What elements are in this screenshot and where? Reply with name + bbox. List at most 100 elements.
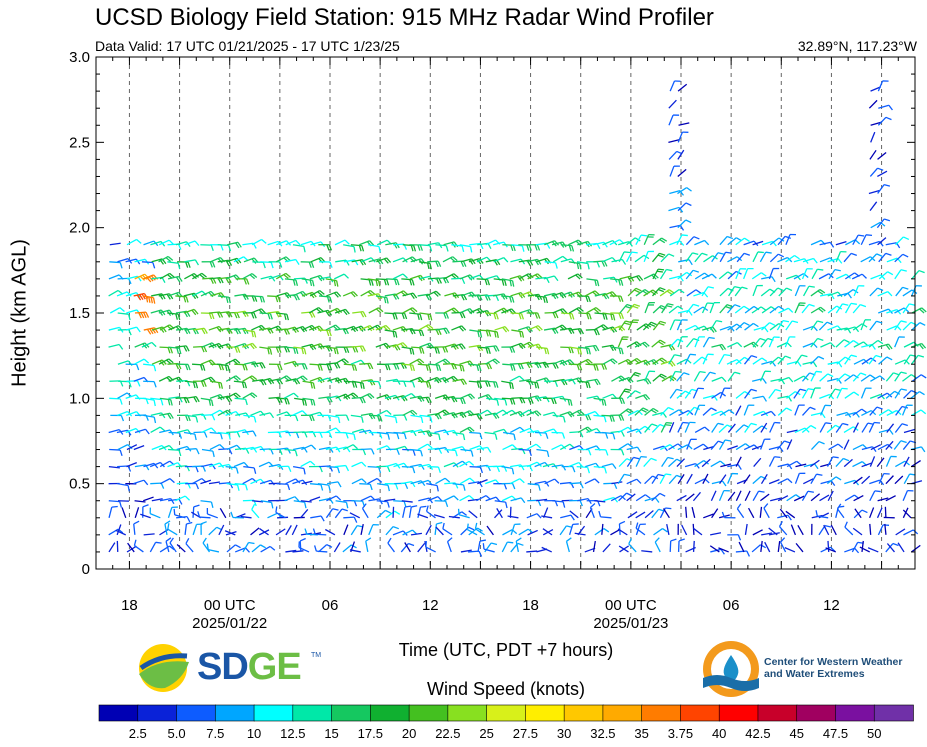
barb-feather bbox=[259, 296, 263, 303]
wind-barb bbox=[217, 295, 231, 304]
barb-feather bbox=[812, 258, 818, 264]
wind-barb bbox=[409, 358, 425, 365]
barb-feather bbox=[620, 430, 625, 437]
barb-feather bbox=[685, 219, 692, 224]
barb-staff bbox=[167, 462, 179, 468]
wind-barb bbox=[853, 285, 865, 297]
wind-barb bbox=[669, 288, 685, 297]
wind-barb bbox=[387, 537, 395, 553]
wind-barb bbox=[225, 465, 239, 474]
barb-feather bbox=[136, 326, 141, 333]
barb-staff bbox=[843, 426, 854, 434]
wind-barb bbox=[285, 549, 297, 553]
barb-feather bbox=[526, 292, 533, 298]
barb-feather bbox=[459, 412, 465, 419]
barb-feather bbox=[674, 354, 681, 357]
wind-barb bbox=[526, 410, 542, 417]
barb-feather bbox=[763, 326, 769, 333]
barb-staff bbox=[817, 515, 829, 519]
wind-barb bbox=[576, 465, 591, 474]
barb-feather bbox=[254, 361, 259, 368]
barb-staff bbox=[743, 404, 749, 416]
wind-barb bbox=[335, 393, 351, 400]
barb-staff bbox=[820, 405, 826, 416]
barb-feather bbox=[708, 336, 715, 340]
barb-staff bbox=[434, 446, 446, 451]
wind-barb bbox=[828, 443, 844, 451]
barb-staff bbox=[242, 242, 254, 246]
wind-barb bbox=[360, 448, 375, 455]
wind-barb bbox=[159, 497, 175, 505]
barb-feather bbox=[458, 326, 464, 332]
barb-staff bbox=[727, 237, 737, 246]
barb-staff bbox=[686, 303, 694, 314]
barb-feather bbox=[625, 320, 632, 324]
wind-barb bbox=[292, 465, 306, 475]
barb-feather bbox=[569, 359, 575, 365]
barb-staff bbox=[702, 394, 714, 399]
wind-barb bbox=[267, 295, 281, 303]
barb-staff bbox=[652, 411, 664, 417]
barb-staff bbox=[469, 274, 480, 280]
wind-barb bbox=[300, 460, 316, 468]
barb-staff bbox=[719, 251, 727, 263]
barb-staff bbox=[878, 308, 889, 314]
barb-feather bbox=[183, 345, 188, 352]
barb-feather bbox=[335, 427, 341, 433]
barb-feather bbox=[702, 443, 709, 449]
barb-feather bbox=[640, 409, 647, 413]
barb-staff bbox=[368, 244, 380, 248]
wind-barb bbox=[474, 522, 485, 536]
barb-feather bbox=[354, 346, 359, 353]
wind-barb bbox=[393, 312, 408, 320]
wind-barb bbox=[435, 327, 450, 335]
barb-staff bbox=[810, 338, 819, 348]
wind-barb bbox=[200, 500, 214, 508]
wind-barb bbox=[334, 239, 350, 246]
barb-feather bbox=[194, 259, 200, 266]
barb-staff bbox=[184, 523, 188, 535]
wind-barb bbox=[810, 355, 825, 365]
barb-feather bbox=[771, 276, 776, 283]
barb-staff bbox=[677, 83, 688, 92]
barb-feather bbox=[593, 329, 598, 336]
barb-feather bbox=[634, 237, 641, 242]
barb-staff bbox=[828, 443, 839, 451]
wind-barb bbox=[761, 276, 776, 283]
barb-feather bbox=[327, 310, 333, 316]
barb-staff bbox=[753, 457, 762, 468]
barb-staff bbox=[133, 523, 136, 535]
wind-barb bbox=[777, 478, 793, 485]
wind-barb bbox=[795, 542, 804, 553]
barb-staff bbox=[511, 244, 523, 247]
wind-barb bbox=[425, 290, 441, 297]
wind-barb bbox=[801, 490, 814, 502]
barb-staff bbox=[777, 395, 789, 399]
barb-staff bbox=[568, 461, 580, 468]
wind-barb bbox=[226, 431, 241, 438]
wind-barb bbox=[618, 443, 634, 451]
barb-staff bbox=[133, 444, 145, 451]
wind-barb bbox=[216, 363, 231, 372]
barb-staff bbox=[635, 527, 646, 536]
wind-barb bbox=[861, 343, 876, 350]
barb-feather bbox=[719, 344, 724, 351]
barb-staff bbox=[143, 363, 155, 367]
wind-barb bbox=[686, 438, 697, 450]
wind-barb bbox=[511, 329, 525, 338]
wind-barb bbox=[610, 346, 624, 355]
wind-barb bbox=[593, 397, 607, 406]
wind-barb bbox=[352, 380, 365, 390]
wind-barb bbox=[661, 456, 674, 467]
wind-barb bbox=[251, 544, 266, 553]
barb-feather bbox=[270, 262, 274, 269]
barb-feather bbox=[376, 259, 382, 265]
barb-staff bbox=[770, 497, 782, 502]
wind-barb bbox=[343, 516, 358, 523]
barb-staff bbox=[844, 547, 855, 553]
wind-barb bbox=[619, 275, 635, 283]
wind-barb bbox=[869, 406, 883, 416]
barb-staff bbox=[242, 392, 253, 399]
wind-barb bbox=[367, 477, 383, 485]
barb-staff bbox=[711, 410, 722, 416]
